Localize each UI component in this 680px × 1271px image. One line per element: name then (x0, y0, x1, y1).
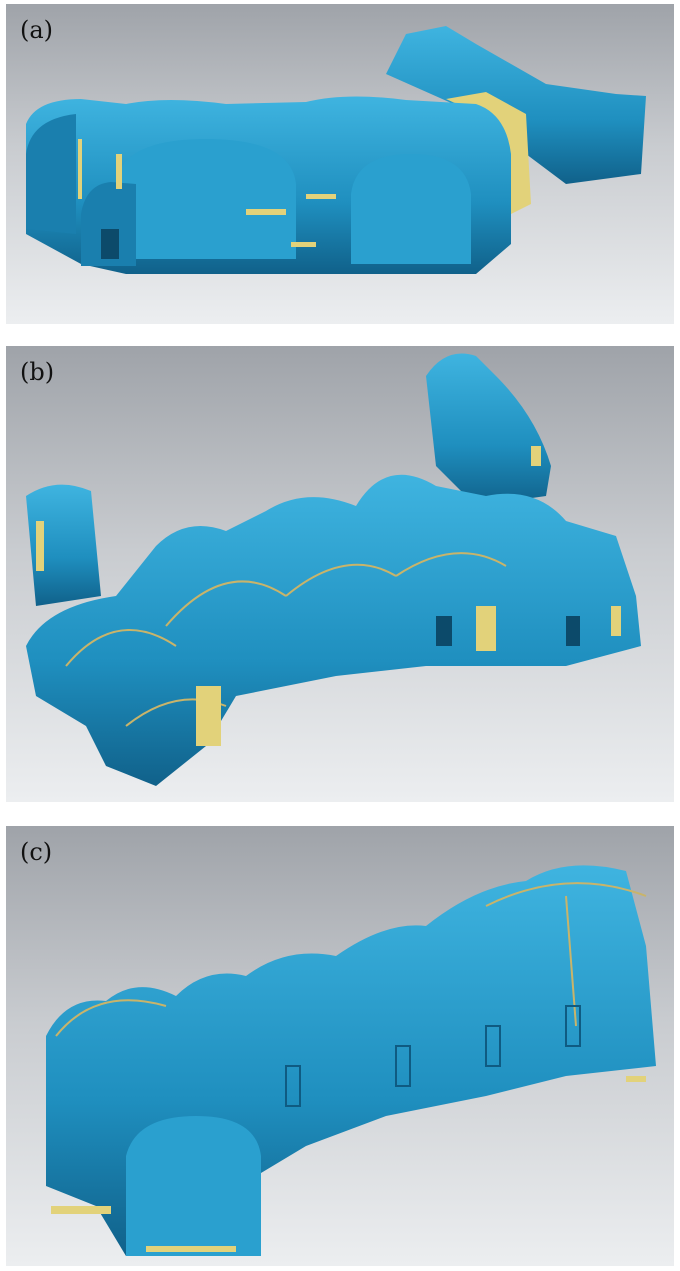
panel-label: (c) (20, 838, 53, 866)
panel-c-church-scan: (c) (6, 826, 674, 1266)
panel-label: (a) (20, 16, 54, 44)
panel-label: (b) (20, 358, 55, 386)
church-model-c-image (46, 865, 656, 1256)
church-model-a-image (26, 26, 646, 274)
panel-a-church-scan: (a) (6, 4, 674, 324)
panel-b-church-scan: (b) (6, 346, 674, 802)
church-model-b-image (26, 353, 641, 786)
